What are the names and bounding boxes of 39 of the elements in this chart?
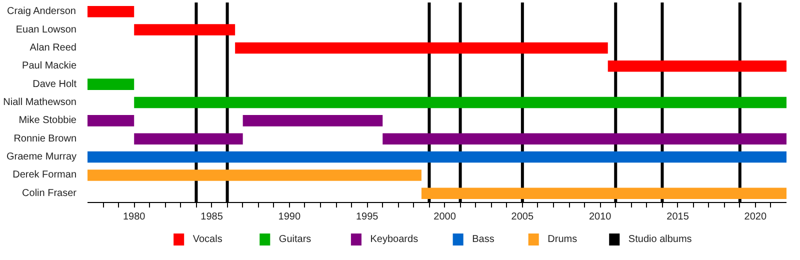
bar bbox=[88, 170, 422, 181]
bar bbox=[608, 60, 786, 72]
x-tick-label: 1990 bbox=[278, 212, 301, 222]
y-tick-label: Craig Anderson bbox=[7, 6, 76, 18]
bar bbox=[134, 133, 243, 144]
bar bbox=[88, 151, 786, 163]
y-tick-label: Colin Fraser bbox=[22, 188, 78, 199]
x-tick-label: 1995 bbox=[356, 212, 379, 222]
x-tick-label: 2000 bbox=[434, 212, 456, 222]
legend-label: Guitars bbox=[278, 234, 312, 245]
legend-label: Drums bbox=[548, 234, 578, 245]
y-tick-label: Graeme Murray bbox=[6, 152, 76, 163]
bar bbox=[134, 24, 236, 36]
y-tick-label: Mike Stobbie bbox=[18, 115, 77, 126]
legend-label: Bass bbox=[472, 234, 494, 245]
legend-label: Keyboards bbox=[370, 234, 418, 245]
y-tick-label: Euan Lowson bbox=[16, 24, 77, 36]
x-tick-label: 1985 bbox=[200, 212, 224, 222]
bar bbox=[134, 96, 786, 108]
y-tick-label: Paul Mackie bbox=[22, 60, 77, 72]
bar bbox=[88, 6, 134, 18]
bar bbox=[242, 115, 383, 126]
y-tick-label: Ronnie Brown bbox=[14, 133, 76, 144]
legend-label: Studio albums bbox=[628, 234, 692, 245]
x-tick-label: 2005 bbox=[511, 212, 534, 222]
x-tick-label: 2020 bbox=[744, 212, 767, 222]
bar bbox=[88, 115, 134, 126]
bar bbox=[235, 42, 608, 54]
bar bbox=[421, 188, 786, 200]
y-tick-label: Niall Mathewson bbox=[3, 97, 77, 108]
bar bbox=[88, 78, 134, 90]
x-tick-label: 2010 bbox=[588, 212, 612, 222]
x-tick-label: 1980 bbox=[122, 212, 146, 222]
legend-label: Vocals bbox=[192, 234, 222, 245]
y-tick-label: Derek Forman bbox=[12, 170, 76, 181]
x-tick-label: 2015 bbox=[666, 212, 690, 222]
y-tick-label: Alan Reed bbox=[30, 42, 77, 54]
y-tick-label: Dave Holt bbox=[32, 78, 77, 90]
bar bbox=[382, 133, 786, 144]
